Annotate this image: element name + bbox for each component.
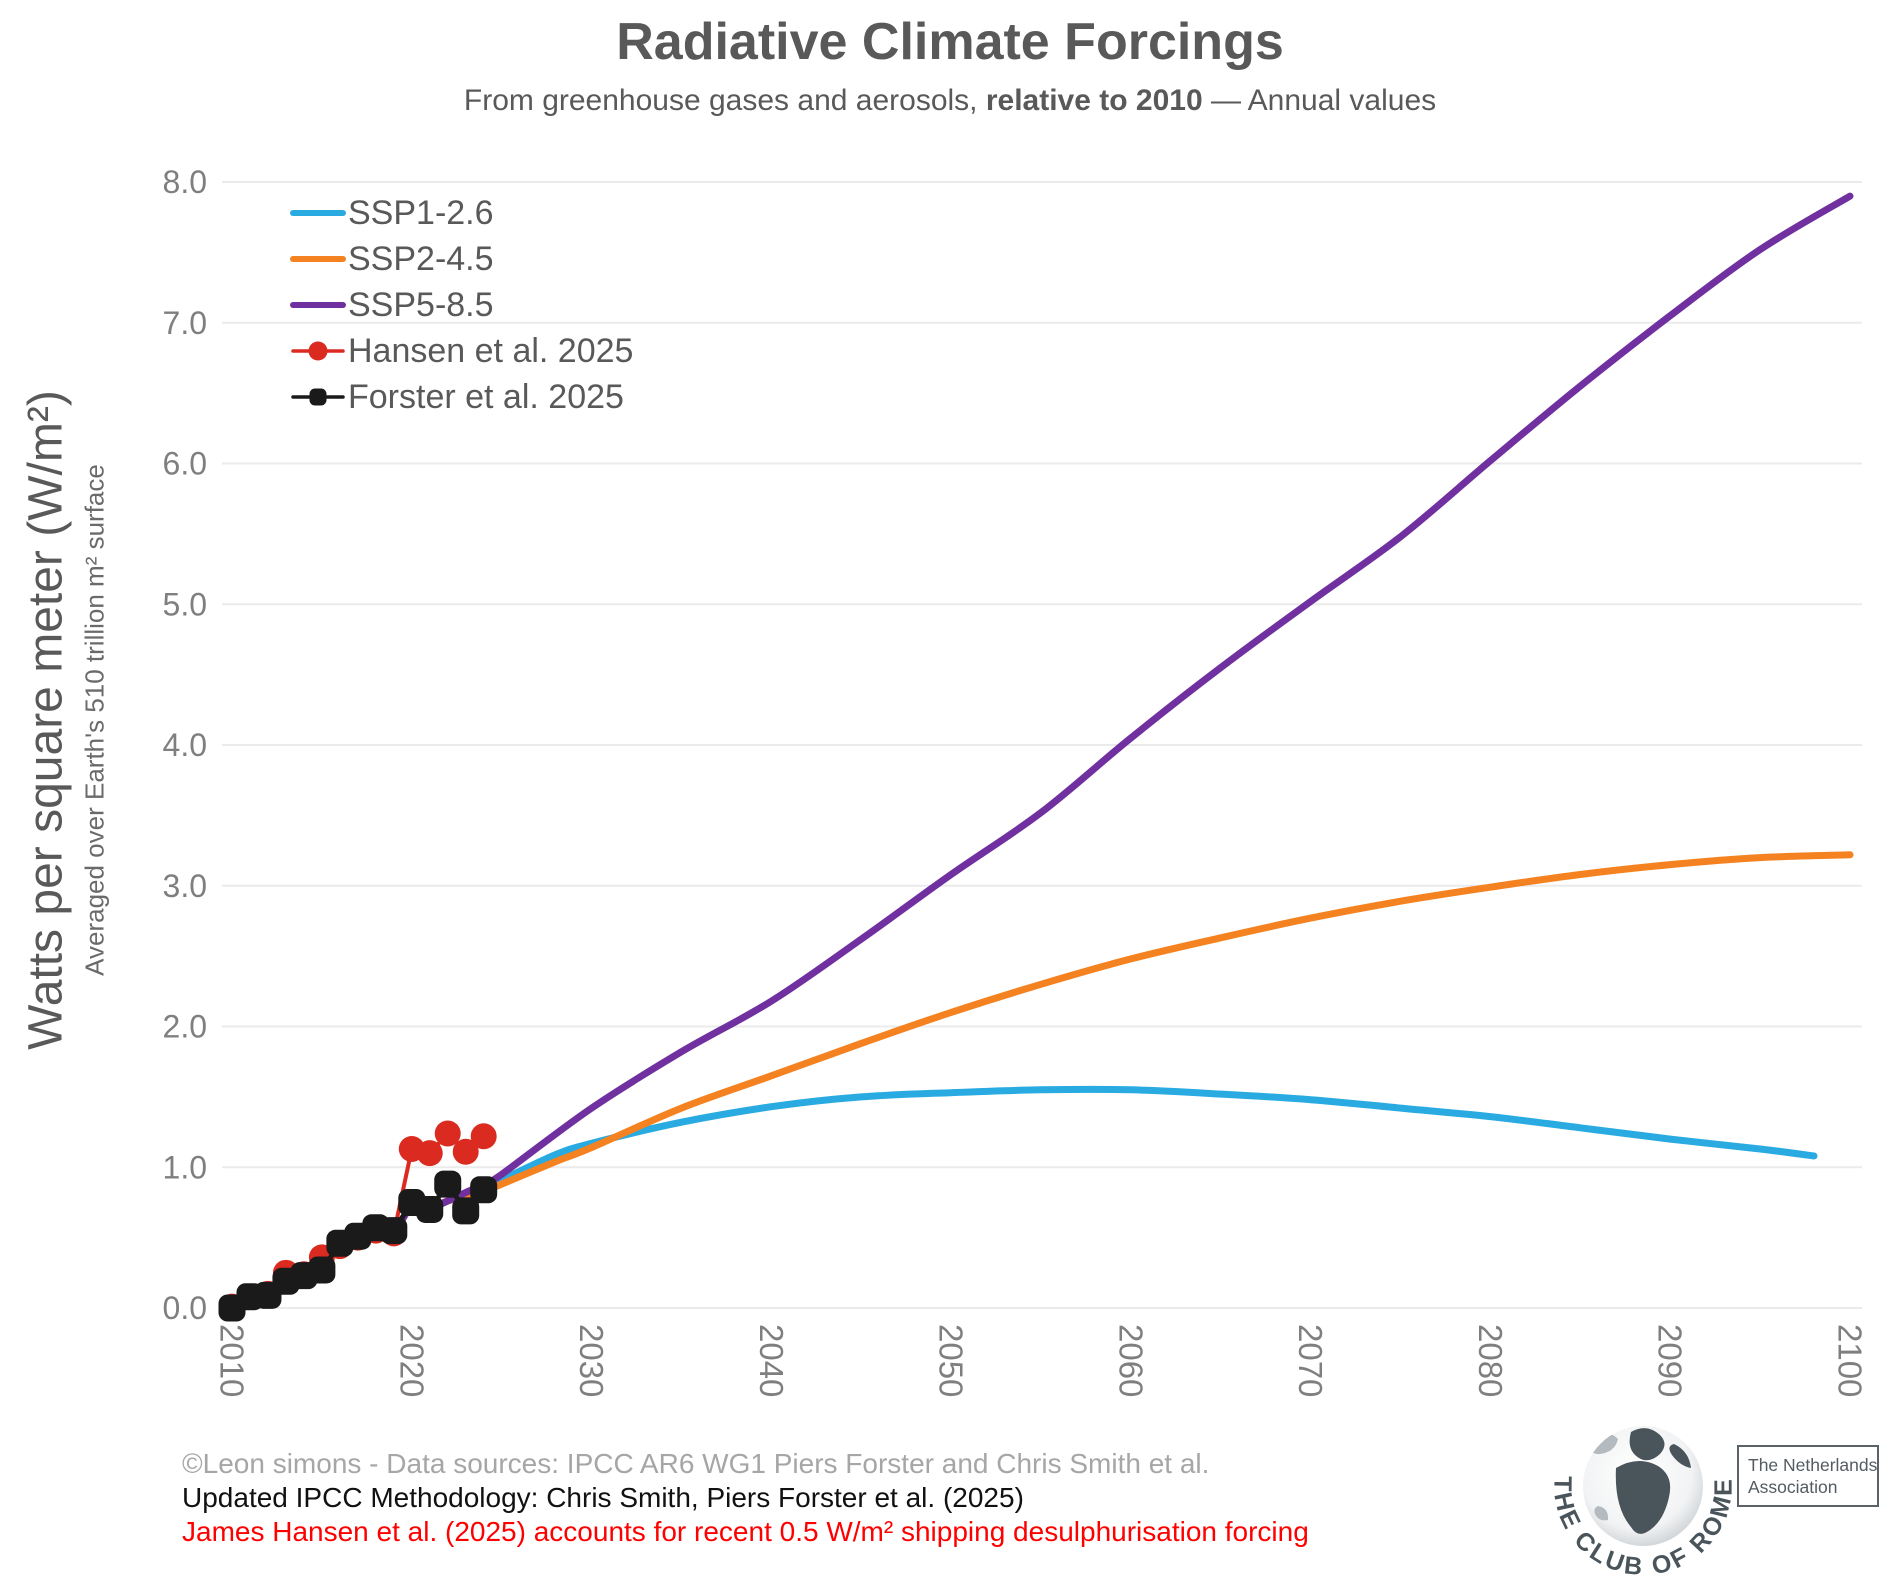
y-tick-label: 3.0	[163, 868, 207, 904]
x-tick-label: 2100	[1832, 1324, 1869, 1397]
series-line-hansen-et-al-2025	[230, 1131, 486, 1309]
y-tick-label: 6.0	[163, 446, 207, 482]
series-line-ssp2-4-5	[228, 851, 1854, 1312]
y-tick-label: 8.0	[163, 164, 207, 200]
series-marker-hansen	[434, 1120, 461, 1147]
subtitle-bold: relative to 2010	[985, 84, 1203, 117]
logo-box-line2: Association	[1748, 1477, 1838, 1497]
legend-label: Hansen et al. 2025	[348, 331, 634, 370]
footer-line-2: Updated IPCC Methodology: Chris Smith, P…	[182, 1482, 1024, 1513]
plot-area: 0.0 1.0 2.0 3.0 4.0 5.0 6.0 7.0 8.0 2010 2020 2030 2…	[163, 164, 1869, 1397]
y-tick-label: 7.0	[163, 305, 207, 341]
series-marker-forster	[416, 1195, 444, 1223]
legend: SSP1-2.6 SSP2-4.5 SSP5-8.5 Hansen et al. 20…	[290, 190, 633, 420]
legend-marker-icon	[291, 341, 345, 361]
legend-label: SSP1-2.6	[348, 193, 494, 232]
chart-subtitle: From greenhouse gases and aerosols, rela…	[0, 84, 1900, 118]
subtitle-pre: From greenhouse gases and aerosols,	[463, 84, 986, 117]
x-tick-label: 2070	[1292, 1324, 1329, 1397]
x-tick-label: 2060	[1112, 1324, 1149, 1397]
series-marker-hansen	[452, 1138, 479, 1165]
subtitle-post: — Annual values	[1202, 84, 1437, 117]
series-marker-hansen	[470, 1123, 497, 1150]
series-marker-forster	[308, 1256, 336, 1284]
legend-item-ssp1-2-6: SSP1-2.6	[290, 190, 633, 236]
legend-label: SSP5-8.5	[348, 285, 494, 324]
x-tick-label: 2040	[753, 1324, 790, 1397]
legend-label: Forster et al. 2025	[348, 377, 624, 416]
x-tick-label: 2030	[573, 1324, 610, 1397]
logo-association-box: The Netherlands Association	[1737, 1445, 1879, 1507]
series-marker-forster	[434, 1170, 462, 1198]
chart-header: Radiative Climate Forcings From greenhou…	[0, 12, 1900, 118]
x-tick-label: 2020	[393, 1324, 430, 1397]
series-marker-forster	[470, 1176, 498, 1204]
y-tick-label: 5.0	[163, 586, 207, 622]
legend-marker-icon	[290, 302, 346, 308]
legend-label: SSP2-4.5	[348, 239, 494, 278]
globe-icon: THE CLUB OF ROME	[1548, 1426, 1735, 1581]
logo-box-line1: The Netherlands	[1748, 1455, 1878, 1475]
series-marker-forster	[452, 1197, 480, 1225]
legend-marker-icon	[291, 388, 345, 406]
club-of-rome-logo: THE CLUB OF ROME The Netherlands Associa…	[1548, 1426, 1879, 1581]
legend-marker-icon	[290, 256, 346, 262]
footer-line-3: James Hansen et al. (2025) accounts for …	[182, 1516, 1309, 1547]
legend-item-hansen-et-al-2025: Hansen et al. 2025	[290, 328, 633, 374]
y-tick-label: 0.0	[163, 1290, 207, 1326]
legend-marker-icon	[290, 210, 346, 216]
legend-item-forster-et-al-2025: Forster et al. 2025	[290, 374, 633, 420]
series-marker-forster	[380, 1217, 408, 1245]
x-tick-label: 2080	[1472, 1324, 1509, 1397]
legend-item-ssp5-8-5: SSP5-8.5	[290, 282, 633, 328]
footer-line-1: ©Leon simons - Data sources: IPCC AR6 WG…	[182, 1448, 1210, 1479]
legend-item-ssp2-4-5: SSP2-4.5	[290, 236, 633, 282]
x-tick-label: 2010	[214, 1324, 251, 1397]
x-tick-label: 2090	[1652, 1324, 1689, 1397]
y-tick-label: 1.0	[163, 1149, 207, 1185]
y-tick-label: 4.0	[163, 727, 207, 763]
chart-title: Radiative Climate Forcings	[616, 13, 1284, 71]
series-marker-hansen	[416, 1140, 443, 1167]
x-tick-label: 2050	[933, 1324, 970, 1397]
y-tick-label: 2.0	[163, 1009, 207, 1045]
